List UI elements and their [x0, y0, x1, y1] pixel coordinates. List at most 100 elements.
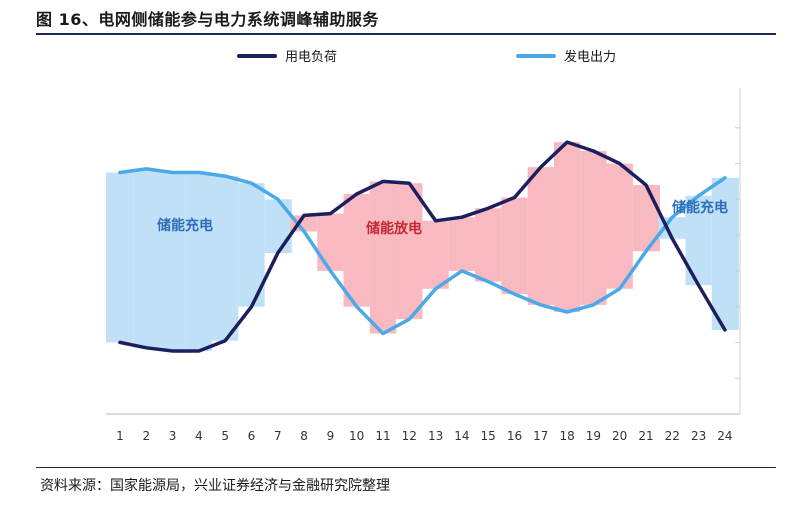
region-band-0-4 [185, 172, 213, 352]
point-gen-9 [328, 269, 332, 273]
region-band-1-16 [501, 197, 528, 295]
point-load-14 [460, 215, 464, 219]
point-gen-23 [697, 194, 701, 198]
x-tick-label-22: 22 [665, 429, 680, 443]
x-tick-label-14: 14 [454, 429, 469, 443]
point-gen-6 [250, 181, 253, 185]
region-band-1-9 [317, 213, 344, 271]
point-gen-22 [670, 215, 674, 219]
region-band-0-7 [264, 199, 292, 253]
x-tick-label-19: 19 [586, 429, 601, 443]
point-gen-12 [407, 317, 411, 321]
point-gen-18 [565, 310, 569, 314]
x-tick-label-4: 4 [195, 429, 203, 443]
x-tick-label-24: 24 [717, 429, 732, 443]
point-load-12 [407, 181, 411, 185]
point-gen-8 [302, 230, 306, 234]
title-rule [36, 33, 776, 35]
x-tick-label-5: 5 [221, 429, 229, 443]
region-band-1-13 [422, 220, 449, 289]
point-gen-13 [434, 287, 438, 291]
legend-swatch-gen [516, 53, 556, 58]
point-gen-24 [723, 176, 727, 180]
point-gen-16 [513, 292, 516, 296]
source-note: 资料来源：国家能源局，兴业证券经济与金融研究院整理 [40, 478, 390, 494]
region-band-0-3 [159, 172, 186, 352]
point-gen-19 [591, 303, 595, 307]
region-band-1-14 [448, 217, 476, 271]
region-band-2-24 [711, 177, 739, 330]
x-tick-label-17: 17 [533, 429, 548, 443]
point-gen-4 [197, 171, 201, 174]
x-tick-label-16: 16 [507, 429, 522, 443]
series-line-load [118, 140, 727, 353]
region-band-1-18 [553, 142, 581, 313]
region-band-0-2 [133, 168, 160, 348]
label-charge-right: 储能充电 [671, 199, 728, 216]
point-load-9 [328, 212, 332, 216]
point-load-21 [644, 183, 648, 187]
point-gen-2 [144, 167, 148, 171]
point-load-24 [723, 328, 727, 332]
region-band-1-12 [396, 183, 423, 320]
region-band-1-21 [632, 185, 660, 252]
x-tick-label-8: 8 [300, 429, 308, 443]
point-load-2 [144, 346, 148, 350]
point-load-7 [276, 251, 280, 255]
point-load-19 [591, 149, 595, 153]
x-tick-label-6: 6 [248, 429, 256, 443]
point-load-6 [250, 305, 253, 309]
point-load-16 [513, 196, 516, 200]
x-tick-label-20: 20 [612, 429, 627, 443]
point-load-23 [697, 283, 701, 287]
x-tick-label-15: 15 [481, 429, 496, 443]
point-gen-17 [539, 303, 543, 307]
region-band-1-17 [527, 167, 554, 305]
point-gen-15 [486, 280, 490, 284]
point-gen-10 [355, 305, 359, 309]
x-tick-label-7: 7 [274, 429, 282, 443]
x-tick-label-13: 13 [428, 429, 443, 443]
point-gen-21 [644, 249, 648, 253]
point-load-18 [565, 140, 569, 144]
x-tick-label-11: 11 [375, 429, 390, 443]
x-tick-label-1: 1 [116, 429, 124, 443]
point-gen-20 [618, 287, 622, 291]
region-band-1-11 [369, 181, 397, 334]
x-tick-label-23: 23 [691, 429, 706, 443]
point-gen-3 [171, 171, 175, 174]
label-charge-left: 储能充电 [156, 217, 213, 234]
point-load-22 [670, 237, 674, 241]
source-rule [36, 467, 776, 468]
region-band-0-5 [212, 176, 239, 341]
point-load-17 [539, 165, 543, 169]
point-load-15 [486, 206, 490, 210]
point-load-1 [118, 340, 122, 344]
series-line-gen [118, 167, 727, 336]
point-load-3 [171, 349, 175, 353]
point-load-11 [381, 179, 385, 183]
point-gen-1 [118, 171, 122, 174]
label-discharge: 储能放电 [365, 220, 422, 237]
region-band-0-1 [106, 172, 134, 343]
legend-swatch-load [237, 53, 277, 58]
point-gen-7 [276, 197, 280, 201]
region-band-1-15 [475, 208, 502, 282]
point-load-20 [618, 162, 622, 166]
point-gen-14 [460, 269, 464, 273]
point-load-4 [197, 349, 201, 353]
region-band-1-10 [343, 193, 370, 307]
region-band-1-19 [580, 151, 607, 305]
x-tick-label-3: 3 [169, 429, 177, 443]
x-tick-label-12: 12 [402, 429, 417, 443]
legend-item-gen: 发电出力 [516, 46, 616, 65]
x-tick-label-9: 9 [327, 429, 335, 443]
point-load-10 [355, 192, 359, 196]
figure-title: 图 16、电网侧储能参与电力系统调峰辅助服务 [36, 10, 379, 29]
x-tick-label-2: 2 [142, 429, 150, 443]
legend-label-load: 用电负荷 [285, 50, 338, 65]
x-tick-label-18: 18 [559, 429, 574, 443]
x-tick-label-10: 10 [349, 429, 364, 443]
point-load-13 [434, 219, 438, 223]
